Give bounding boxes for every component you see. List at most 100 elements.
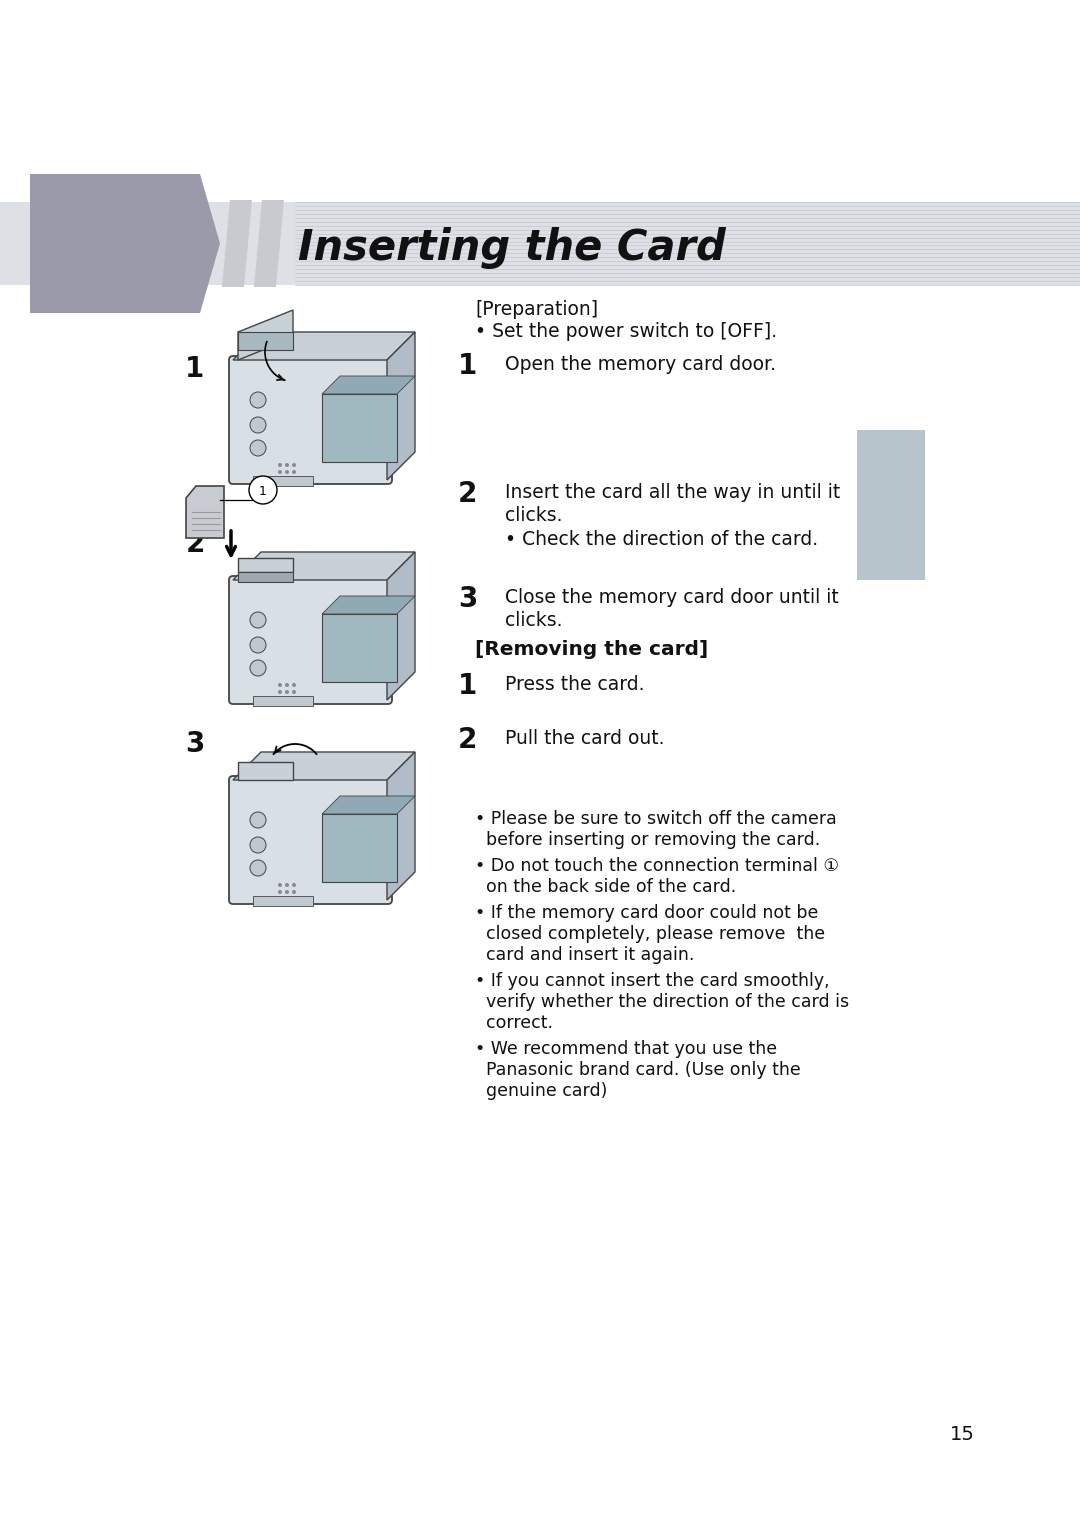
Circle shape (278, 462, 282, 467)
Bar (238, 572, 293, 581)
Circle shape (292, 470, 296, 475)
Bar (322, 613, 397, 682)
Bar (322, 813, 397, 882)
Polygon shape (254, 200, 284, 287)
Text: • Check the direction of the card.: • Check the direction of the card. (505, 530, 819, 549)
FancyBboxPatch shape (229, 777, 392, 903)
Circle shape (278, 697, 282, 700)
Text: 2: 2 (458, 726, 477, 754)
Circle shape (292, 697, 296, 700)
Circle shape (292, 884, 296, 887)
Text: [Removing the card]: [Removing the card] (475, 639, 708, 659)
Bar (858, 430, 924, 580)
Circle shape (249, 417, 266, 433)
Polygon shape (387, 333, 415, 481)
Polygon shape (233, 333, 415, 360)
Text: Inserting the Card: Inserting the Card (298, 226, 726, 269)
Text: • Please be sure to switch off the camera: • Please be sure to switch off the camer… (475, 810, 837, 829)
Circle shape (285, 462, 289, 467)
Circle shape (292, 462, 296, 467)
Text: card and insert it again.: card and insert it again. (475, 946, 694, 964)
Circle shape (285, 470, 289, 475)
Circle shape (285, 890, 289, 894)
FancyBboxPatch shape (229, 575, 392, 703)
Circle shape (249, 812, 266, 829)
Text: Close the memory card door until it: Close the memory card door until it (505, 588, 839, 607)
Bar (0, 201, 1080, 285)
Polygon shape (387, 552, 415, 700)
Text: Press the card.: Press the card. (505, 674, 645, 694)
Text: 2: 2 (458, 481, 477, 508)
FancyBboxPatch shape (229, 356, 392, 484)
Polygon shape (387, 752, 415, 900)
Text: [Preparation]: [Preparation] (475, 301, 598, 319)
Polygon shape (233, 552, 415, 580)
Text: • Set the power switch to [OFF].: • Set the power switch to [OFF]. (475, 322, 778, 340)
Circle shape (278, 890, 282, 894)
Circle shape (292, 478, 296, 481)
Circle shape (285, 690, 289, 694)
Bar (238, 559, 293, 572)
Circle shape (285, 697, 289, 700)
Text: 1: 1 (186, 356, 204, 383)
Circle shape (278, 884, 282, 887)
Bar (253, 896, 313, 906)
Circle shape (285, 478, 289, 481)
Circle shape (249, 612, 266, 629)
Circle shape (278, 897, 282, 900)
Polygon shape (238, 310, 293, 360)
Circle shape (249, 861, 266, 876)
Circle shape (249, 661, 266, 676)
Polygon shape (322, 375, 415, 394)
Bar (253, 696, 313, 707)
Bar (238, 333, 293, 349)
Text: before inserting or removing the card.: before inserting or removing the card. (475, 832, 820, 848)
Circle shape (249, 392, 266, 407)
Circle shape (292, 897, 296, 900)
Circle shape (249, 636, 266, 653)
Circle shape (249, 836, 266, 853)
Polygon shape (30, 174, 220, 313)
Text: 15: 15 (950, 1425, 975, 1444)
Circle shape (278, 684, 282, 687)
Circle shape (249, 439, 266, 456)
Text: verify whether the direction of the card is: verify whether the direction of the card… (475, 993, 849, 1012)
Circle shape (249, 476, 276, 504)
Text: Panasonic brand card. (Use only the: Panasonic brand card. (Use only the (475, 1061, 800, 1079)
Text: on the back side of the card.: on the back side of the card. (475, 877, 737, 896)
Text: clicks.: clicks. (505, 610, 563, 630)
Text: 3: 3 (458, 584, 477, 613)
Text: 1: 1 (458, 353, 477, 380)
Polygon shape (222, 200, 252, 287)
Text: 1: 1 (259, 484, 267, 497)
Text: • We recommend that you use the: • We recommend that you use the (475, 1041, 778, 1058)
Text: Pull the card out.: Pull the card out. (505, 729, 664, 748)
Text: Insert the card all the way in until it: Insert the card all the way in until it (505, 484, 840, 502)
Text: genuine card): genuine card) (475, 1082, 607, 1100)
Text: • Do not touch the connection terminal ①: • Do not touch the connection terminal ① (475, 858, 839, 874)
Bar (253, 476, 313, 485)
Circle shape (278, 470, 282, 475)
Polygon shape (186, 485, 224, 539)
Polygon shape (322, 797, 415, 813)
Text: • If the memory card door could not be: • If the memory card door could not be (475, 903, 819, 922)
Text: 3: 3 (186, 729, 205, 758)
Polygon shape (322, 597, 415, 613)
Text: • If you cannot insert the card smoothly,: • If you cannot insert the card smoothly… (475, 972, 829, 990)
Bar (322, 394, 397, 462)
Text: Open the memory card door.: Open the memory card door. (505, 356, 777, 374)
Text: 1: 1 (458, 671, 477, 700)
Text: closed completely, please remove  the: closed completely, please remove the (475, 925, 825, 943)
Circle shape (285, 897, 289, 900)
Circle shape (285, 684, 289, 687)
Text: clicks.: clicks. (505, 507, 563, 525)
Circle shape (292, 684, 296, 687)
Circle shape (292, 690, 296, 694)
Circle shape (285, 884, 289, 887)
Text: correct.: correct. (475, 1013, 553, 1032)
Circle shape (278, 478, 282, 481)
Polygon shape (233, 752, 415, 780)
Circle shape (278, 690, 282, 694)
Bar (238, 761, 293, 780)
Circle shape (292, 890, 296, 894)
